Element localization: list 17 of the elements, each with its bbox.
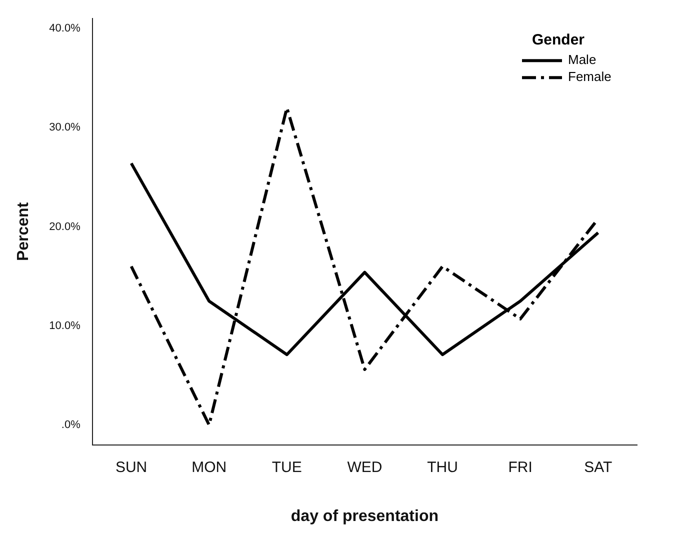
legend-title: Gender xyxy=(532,32,585,49)
legend-label: Male xyxy=(568,52,596,68)
legend-label: Female xyxy=(568,69,612,84)
x-tick-label: FRI xyxy=(508,458,532,476)
x-tick-label: MON xyxy=(192,458,227,476)
y-tick-label: 30.0% xyxy=(49,122,81,134)
x-axis-title: day of presentation xyxy=(290,508,438,525)
y-tick-label: 10.0% xyxy=(49,320,81,332)
y-tick-label: 20.0% xyxy=(49,220,81,233)
x-tick-label: SUN xyxy=(115,458,148,476)
y-tick-label: .0% xyxy=(61,419,81,432)
x-tick-label: WED xyxy=(347,458,382,476)
x-tick-label: SAT xyxy=(584,458,612,476)
x-tick-label: TUE xyxy=(272,458,302,476)
y-axis-title: Percent xyxy=(15,202,32,262)
x-tick-label: THU xyxy=(427,458,458,476)
y-tick-label: 40.0% xyxy=(49,22,81,35)
